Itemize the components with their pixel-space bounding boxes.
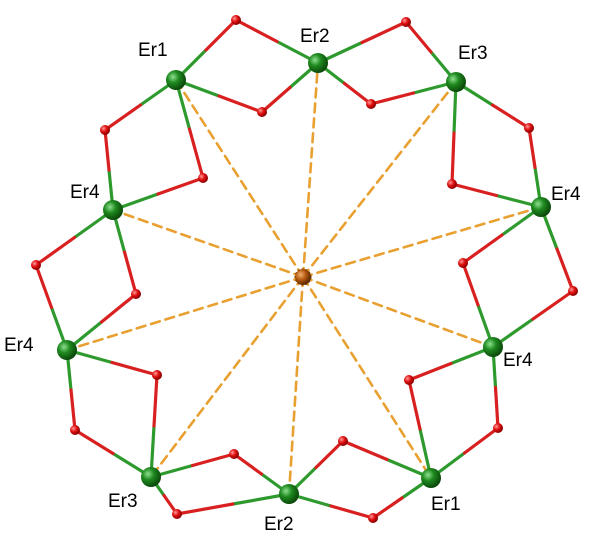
central-atom [294,268,312,286]
erbium-atoms [57,53,551,504]
er-o-bond-red-half [341,439,389,462]
oxygen-atom [458,258,468,268]
label-er2-bottom: Er2 [264,514,294,535]
er-o-bond-red-half [187,127,205,180]
er-o-bond-red-half [103,103,143,132]
er-o-bond-red-half [175,502,235,516]
er-o-bond-red-half [152,373,159,428]
label-er4-left-upper: Er4 [70,182,100,203]
label-er1-bottom: Er1 [431,494,461,515]
oxygen-atom [152,370,162,380]
er3-top-atom [446,72,466,92]
center-to-er-dashed-line [111,208,305,279]
er-o-bond-red-half [407,378,422,431]
center-to-er-dashed-line [149,275,305,479]
center-to-er-dashed-line [301,61,320,279]
oxygen-atom [131,289,141,299]
oxygen-atom [366,99,376,109]
label-er4-left-lower: Er4 [4,335,34,356]
oxygen-atom [231,15,241,25]
center-to-er-dashed-line [65,275,305,352]
er1-bottom-atom [421,468,441,488]
center-to-er-dashed-line [174,78,305,279]
er-o-bond-red-half [34,235,77,267]
er-o-bond-red-half [369,91,416,106]
er-o-bond-red-half [217,94,264,114]
oxygen-atom [401,17,411,27]
er-o-bond-red-half [461,233,504,265]
er-o-bond-red-half [555,247,575,293]
er-o-bond-red-half [329,504,375,520]
er-o-bond-red-half [407,361,453,382]
er-o-bond-red-half [156,176,205,196]
er-o-bond-red-half [461,261,480,307]
oxygen-atom [257,107,267,117]
er-o-bond-red-half [204,18,238,52]
er-o-bond-red-half [260,85,292,114]
label-er2-top: Er2 [300,26,330,47]
er3-bottom-atom [141,467,161,487]
oxygen-atom [229,449,239,459]
oxygen-atoms [31,15,578,523]
er4-left-upper-atom [103,200,123,220]
er-o-bond-red-half [527,126,537,170]
er-o-bond-red-half [122,250,138,296]
er-o-bond-red-half [450,182,499,198]
center-to-er-dashed-line [301,275,433,480]
er4-right-upper-atom [531,197,551,217]
label-er1-top: Er1 [138,40,168,61]
er-o-bond-red-half [450,131,456,186]
er-o-bond-red-half [371,496,404,520]
oxygen-atom [100,125,110,135]
oxygen-atom [368,513,378,523]
er-o-bond-red-half [34,263,54,310]
label-er3-top: Er3 [458,43,488,64]
er-o-bond-red-half [531,289,575,321]
er-o-bond-red-half [314,439,345,470]
oxygen-atom [524,123,534,133]
er-o-bond-red-half [69,388,77,432]
er-o-bond-red-half [99,292,138,324]
er-o-bond-red-half [232,452,264,476]
oxygen-atom [172,509,182,519]
er-o-bond-red-half [490,103,531,130]
center-to-er-dashed-line [301,80,458,279]
er-o-bond-red-half [462,426,500,455]
oxygen-atom [31,260,41,270]
er-o-bond-red-half [103,128,111,172]
oxygen-atom [447,179,457,189]
label-er3-bottom: Er3 [108,491,138,512]
er4-left-lower-atom [57,340,77,360]
oxygen-atom [338,436,348,446]
oxygen-atom [568,286,578,296]
label-er4-right-lower: Er4 [503,350,533,371]
er-o-bond-red-half [342,81,373,106]
oxygen-atom [493,423,503,433]
er2-top-atom [308,53,328,73]
er-o-bond-red-half [360,20,408,45]
er2-bottom-atom [279,484,299,504]
center-to-er-dashed-line [301,205,543,279]
er-o-bond-red-half [404,20,433,54]
label-er4-right-upper: Er4 [551,184,581,205]
er1-top-atom [166,70,186,90]
oxygen-atom [404,375,414,385]
dashed-lines [65,61,543,496]
er-o-bond-red-half [110,360,159,377]
center-to-er-dashed-line [301,275,495,349]
er-o-bond-red-half [190,452,236,468]
oxygen-atom [198,173,208,183]
oxygen-atom [70,425,80,435]
er-o-bond-red-half [73,428,115,456]
er-o-bond-red-half [493,385,500,430]
er4-right-lower-atom [483,337,503,357]
er-o-bond-red-half [234,18,279,44]
center-to-er-dashed-line [287,275,305,496]
